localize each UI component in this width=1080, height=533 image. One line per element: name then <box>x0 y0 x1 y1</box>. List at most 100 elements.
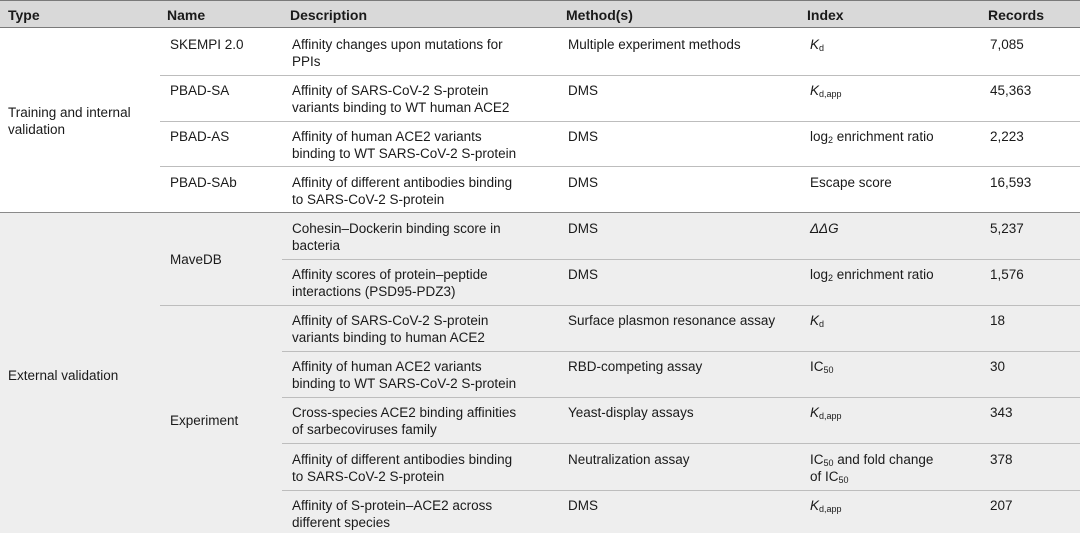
group-divider <box>0 212 1080 213</box>
desc-line: bacteria <box>292 238 341 253</box>
index-main: IC <box>810 359 824 374</box>
row-divider <box>282 397 1080 398</box>
type-training: Training and internal validation <box>8 104 131 138</box>
row-index: Kd,app <box>810 497 842 514</box>
table-header: Type Name Description Method(s) Index Re… <box>0 0 1080 28</box>
index-main: IC <box>810 452 824 467</box>
desc-line: Affinity of different antibodies binding <box>292 452 513 467</box>
desc-line: Affinity scores of protein–peptide <box>292 267 488 282</box>
row-method: DMS <box>568 267 598 282</box>
external-validation-background <box>0 212 1080 533</box>
row-index: Kd,app <box>810 82 842 99</box>
row-index: Kd,app <box>810 404 842 421</box>
row-records: 18 <box>990 313 1006 328</box>
index-rest: and fold change <box>833 452 934 467</box>
column-header-records: Records <box>988 7 1045 23</box>
row-index: Kd <box>810 312 824 329</box>
row-method: Neutralization assay <box>568 452 690 467</box>
row-records: 16,593 <box>990 175 1032 190</box>
row-description: Cross-species ACE2 binding affinities of… <box>292 404 516 438</box>
desc-line: Affinity of human ACE2 variants <box>292 129 482 144</box>
row-records: 7,085 <box>990 37 1024 52</box>
row-method: DMS <box>568 129 598 144</box>
index-sub: 50 <box>823 365 834 375</box>
index-sub: d,app <box>819 89 842 99</box>
index-rest: enrichment ratio <box>833 129 934 144</box>
column-header-index: Index <box>807 7 844 23</box>
index-sub: 50 <box>823 458 834 468</box>
index-main: K <box>810 37 820 52</box>
row-divider <box>282 490 1080 491</box>
row-divider <box>282 351 1080 352</box>
row-description: Affinity of human ACE2 variants binding … <box>292 358 516 392</box>
index-sub: 2 <box>828 273 834 283</box>
column-header-type: Type <box>8 7 40 23</box>
desc-line: PPIs <box>292 54 321 69</box>
row-divider <box>282 259 1080 260</box>
row-method: DMS <box>568 83 598 98</box>
row-description: Cohesin–Dockerin binding score in bacter… <box>292 220 501 254</box>
desc-line: Affinity of SARS-CoV-2 S-protein <box>292 83 489 98</box>
index-sub: d <box>819 319 825 329</box>
desc-line: variants binding to WT human ACE2 <box>292 100 510 115</box>
row-method: DMS <box>568 498 598 513</box>
desc-line: to SARS-CoV-2 S-protein <box>292 192 445 207</box>
index-line: IC50 and fold change <box>810 451 933 468</box>
index-main: ΔΔG <box>810 221 839 236</box>
row-divider <box>160 166 1080 167</box>
desc-line: to SARS-CoV-2 S-protein <box>292 469 445 484</box>
row-description: Affinity of S-protein–ACE2 across differ… <box>292 497 492 531</box>
column-header-methods: Method(s) <box>566 7 633 23</box>
row-index: ΔΔG <box>810 220 839 237</box>
row-method: Yeast-display assays <box>568 405 694 420</box>
desc-line: Cohesin–Dockerin binding score in <box>292 221 501 236</box>
row-method: Surface plasmon resonance assay <box>568 313 776 328</box>
row-description: Affinity of SARS-CoV-2 S-protein variant… <box>292 312 488 346</box>
desc-line: Affinity of human ACE2 variants <box>292 359 482 374</box>
row-records: 378 <box>990 452 1013 467</box>
row-method: Multiple experiment methods <box>568 37 741 52</box>
row-divider <box>160 121 1080 122</box>
row-description: Affinity of SARS-CoV-2 S-protein variant… <box>292 82 509 116</box>
row-method: DMS <box>568 221 598 236</box>
column-header-description: Description <box>290 7 368 23</box>
row-name: PBAD-SA <box>170 83 230 98</box>
index-line2: of IC <box>810 469 839 484</box>
desc-line: binding to WT SARS-CoV-2 S-protein <box>292 376 517 391</box>
subgroup-experiment: Experiment <box>170 413 239 428</box>
row-description: Affinity changes upon mutations for PPIs <box>292 36 503 70</box>
subgroup-divider <box>160 305 1080 306</box>
row-index: IC50 <box>810 358 834 375</box>
desc-line: Affinity changes upon mutations for <box>292 37 503 52</box>
row-name: PBAD-AS <box>170 129 230 144</box>
row-description: Affinity scores of protein–peptide inter… <box>292 266 488 300</box>
column-header-name: Name <box>167 7 206 23</box>
row-records: 45,363 <box>990 83 1032 98</box>
row-index: Kd <box>810 36 824 53</box>
row-description: Affinity of human ACE2 variants binding … <box>292 128 516 162</box>
row-description: Affinity of different antibodies binding… <box>292 174 512 208</box>
index-main: K <box>810 313 820 328</box>
row-index: Escape score <box>810 175 892 190</box>
desc-line: different species <box>292 515 391 530</box>
desc-line: Affinity of S-protein–ACE2 across <box>292 498 493 513</box>
index-sub: 2 <box>828 135 834 145</box>
index-main: K <box>810 405 820 420</box>
type-training-line2: validation <box>8 122 66 137</box>
row-name: SKEMPI 2.0 <box>170 37 244 52</box>
desc-line: interactions (PSD95-PDZ3) <box>292 284 456 299</box>
subgroup-mavedb: MaveDB <box>170 252 222 267</box>
row-records: 2,223 <box>990 129 1024 144</box>
desc-line: binding to WT SARS-CoV-2 S-protein <box>292 146 517 161</box>
index-sub: d <box>819 43 825 53</box>
row-divider <box>282 443 1080 444</box>
index-sub: d,app <box>819 504 842 514</box>
row-records: 5,237 <box>990 221 1024 236</box>
desc-line: variants binding to human ACE2 <box>292 330 485 345</box>
desc-line: Affinity of different antibodies binding <box>292 175 513 190</box>
row-name: PBAD-SAb <box>170 175 237 190</box>
row-index: IC50 and fold change of IC50 <box>810 451 933 485</box>
index-sub: 50 <box>838 475 849 485</box>
index-main: K <box>810 83 820 98</box>
row-records: 1,576 <box>990 267 1024 282</box>
